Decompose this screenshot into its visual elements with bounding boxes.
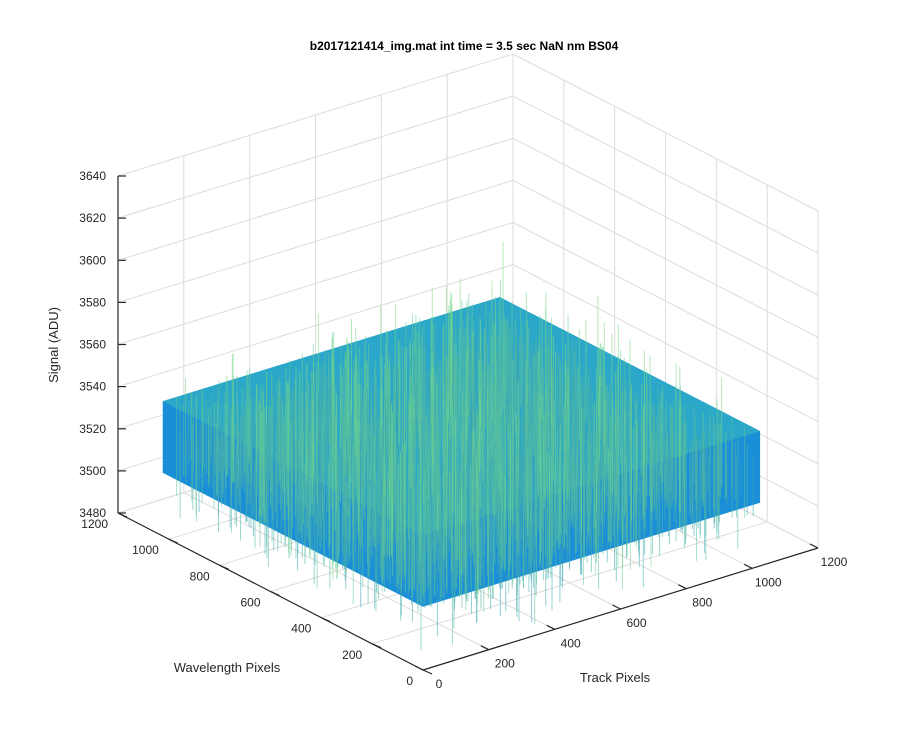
y-tick-mark (117, 512, 128, 518)
x-tick-mark (480, 645, 490, 651)
y-tick-label: 600 (240, 596, 260, 610)
grid-line-z-sidewall (512, 95, 819, 254)
grid-line-z-sidewall (512, 222, 819, 380)
y-tick-mark (321, 617, 331, 623)
y-tick-label: 800 (190, 569, 210, 583)
z-tick-label: 3600 (79, 253, 106, 267)
z-tick-label: 3540 (79, 380, 106, 394)
x-tick-mark (809, 543, 819, 549)
y-tick-mark (422, 669, 433, 675)
z-tick-label: 3560 (79, 338, 106, 352)
grid-line-z-backwall (117, 95, 514, 219)
grid-line-z-sidewall (512, 179, 819, 338)
y-tick-label: 1000 (132, 543, 159, 557)
grid-line-y-floor (372, 521, 768, 645)
x-tick-mark (414, 665, 424, 671)
x-tick-label: 1200 (821, 555, 848, 569)
x-tick-mark (678, 584, 687, 590)
z-tick-label: 3640 (79, 169, 106, 183)
x-axis-label: Track Pixels (580, 670, 651, 685)
z-tick-label: 3500 (79, 464, 106, 478)
grid-line-z-backwall (117, 264, 514, 388)
y-tick-mark (219, 564, 229, 570)
z-tick-label: 3520 (79, 422, 106, 436)
y-tick-label: 200 (342, 648, 362, 662)
x-tick-mark (743, 563, 753, 569)
x-tick-label: 0 (436, 677, 443, 691)
tick-layer: 3480 3500 3520 3540 3560 3580 3600 3620 3640 0 200… (79, 169, 847, 691)
x-tick-label: 400 (561, 636, 581, 650)
y-tick-mark (270, 590, 280, 597)
z-tick-label: 3620 (79, 211, 106, 225)
grid-line-z-backwall (117, 222, 514, 345)
z-tick-label: 3580 (79, 295, 106, 309)
y-tick-label: 400 (291, 622, 311, 636)
y-tick-label: 0 (406, 674, 413, 688)
chart-title: b2017121414_img.mat int time = 3.5 sec N… (310, 39, 619, 53)
x-tick-mark (546, 624, 555, 630)
x-tick-label: 800 (692, 596, 712, 610)
x-tick-label: 600 (626, 616, 646, 630)
y-tick-mark (168, 538, 179, 544)
y-axis-label: Wavelength Pixels (174, 660, 281, 675)
surface-layer (162, 242, 761, 651)
grid-line-z-backwall (117, 53, 514, 177)
y-tick-label: 1200 (81, 517, 108, 531)
grid-line-z-backwall (117, 179, 514, 303)
grid-line-z-sidewall (512, 137, 819, 296)
grid-line-z-sidewall (512, 53, 819, 212)
x-tick-mark (612, 604, 621, 610)
z-tick-label: 3480 (79, 506, 106, 520)
grid-line-z-backwall (117, 137, 514, 261)
z-axis-label: Signal (ADU) (46, 307, 61, 383)
x-tick-label: 200 (495, 657, 515, 671)
grid-line-z-sidewall (512, 264, 819, 423)
y-tick-mark (371, 643, 382, 649)
x-tick-label: 1000 (755, 575, 782, 589)
